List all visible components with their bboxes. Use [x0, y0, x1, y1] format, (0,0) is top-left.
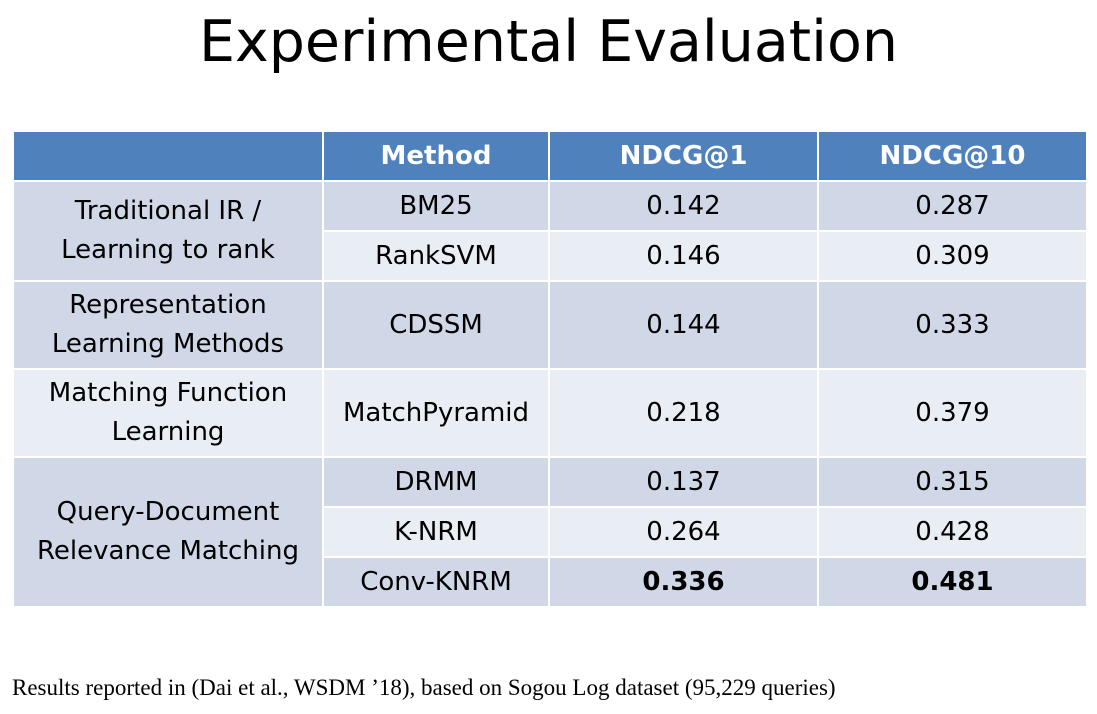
ndcg1-cell-best: 0.336: [548, 556, 819, 608]
ndcg1-cell: 0.146: [548, 230, 819, 282]
table-header-row: Method NDCG@1 NDCG@10: [12, 132, 1088, 182]
group-label-line: Learning to rank: [61, 235, 275, 265]
ndcg10-cell: 0.315: [817, 456, 1088, 508]
ndcg1-cell: 0.264: [548, 506, 819, 558]
method-cell: K-NRM: [322, 506, 550, 558]
method-cell: BM25: [322, 180, 550, 232]
header-ndcg1: NDCG@1: [548, 132, 819, 182]
ndcg10-cell: 0.309: [817, 230, 1088, 282]
header-method: Method: [322, 132, 550, 182]
ndcg1-cell: 0.144: [548, 280, 819, 370]
ndcg10-cell: 0.287: [817, 180, 1088, 232]
group-label-line: Learning Methods: [51, 329, 285, 359]
ndcg10-cell: 0.333: [817, 280, 1088, 370]
header-group: [12, 132, 324, 182]
ndcg1-cell: 0.142: [548, 180, 819, 232]
method-cell: CDSSM: [322, 280, 550, 370]
group-label-line: Representation: [69, 290, 267, 320]
group-label-traditional-ir: Traditional IR / Learning to rank: [12, 180, 324, 282]
header-ndcg10: NDCG@10: [817, 132, 1088, 182]
slide-title: Experimental Evaluation: [199, 9, 898, 75]
ndcg1-cell: 0.218: [548, 368, 819, 458]
method-cell: DRMM: [322, 456, 550, 508]
group-label-line: Query-Document: [56, 497, 280, 527]
group-label-line: Traditional IR /: [74, 196, 262, 226]
group-label-query-document: Query-Document Relevance Matching: [12, 456, 324, 608]
results-table: Method NDCG@1 NDCG@10 Traditional IR / L…: [12, 132, 1088, 608]
ndcg10-cell: 0.379: [817, 368, 1088, 458]
ndcg10-cell-best: 0.481: [817, 556, 1088, 608]
table-row: Conv-KNRM 0.336 0.481: [13, 556, 1088, 608]
ndcg1-cell: 0.137: [548, 456, 819, 508]
group-label-matching-function: Matching Function Learning: [12, 368, 324, 458]
method-cell: RankSVM: [322, 230, 550, 282]
ndcg10-cell: 0.428: [817, 506, 1088, 558]
method-cell: Conv-KNRM: [322, 556, 550, 608]
table-row: RankSVM 0.146 0.309: [13, 230, 1088, 282]
group-label-representation-learning: Representation Learning Methods: [12, 280, 324, 370]
footnote-citation: Results reported in (Dai et al., WSDM ’1…: [12, 675, 836, 700]
method-cell: MatchPyramid: [322, 368, 550, 458]
table-row: K-NRM 0.264 0.428: [13, 506, 1088, 558]
table-row: Traditional IR / Learning to rank BM25 0…: [12, 180, 1088, 282]
group-label-line: Learning: [111, 417, 225, 447]
group-label-line: Matching Function: [48, 378, 288, 408]
table-row: Query-Document Relevance Matching DRMM 0…: [12, 456, 1088, 608]
table-row: Matching Function Learning MatchPyramid …: [12, 368, 1088, 458]
group-label-line: Relevance Matching: [36, 536, 299, 566]
table-row: Representation Learning Methods CDSSM 0.…: [12, 280, 1088, 370]
